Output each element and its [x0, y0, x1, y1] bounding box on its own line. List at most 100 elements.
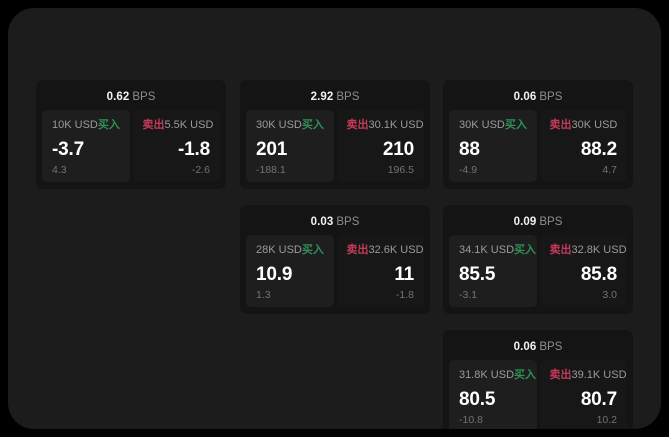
sell-side-tag: 卖出 [346, 243, 369, 256]
sell-price: 11 [394, 264, 414, 285]
sell-panel[interactable]: 卖出 30K USD 88.2 4.7 [539, 110, 627, 182]
buy-delta: 1.3 [256, 288, 271, 301]
card-header: 0.03 BPS [246, 211, 424, 235]
sell-panel-top: 卖出 32.8K USD [549, 243, 627, 256]
card-header: 2.92 BPS [246, 86, 424, 110]
buy-delta: -4.9 [459, 163, 478, 176]
sell-panel[interactable]: 卖出 32.6K USD 11 -1.8 [336, 235, 424, 307]
sell-price: 88.2 [580, 139, 617, 160]
bps-unit-label: BPS [132, 91, 156, 103]
card-panels: 10K USD 买入 -3.7 4.3 卖出 5.5K USD -1.8 -2.6 [42, 110, 220, 182]
card-header: 0.62 BPS [42, 86, 220, 110]
buy-size-label: 28K USD [256, 243, 302, 256]
buy-delta: -3.1 [459, 288, 478, 301]
bps-unit-label: BPS [336, 216, 360, 228]
sell-side-tag: 卖出 [549, 243, 572, 256]
sell-size-label: 39.1K USD [571, 368, 627, 381]
sell-delta: -1.8 [395, 288, 414, 301]
sell-size-label: 5.5K USD [164, 118, 214, 131]
quote-card[interactable]: 0.09 BPS 34.1K USD 买入 85.5 -3.1 卖出 32.8K USD 85.… [443, 205, 633, 314]
buy-panel-top: 31.8K USD 买入 [459, 368, 536, 381]
buy-panel[interactable]: 34.1K USD 买入 85.5 -3.1 [449, 235, 537, 307]
card-panels: 30K USD 买入 201 -188.1 卖出 30.1K USD 210 196.5 [246, 110, 424, 182]
sell-side-tag: 卖出 [549, 118, 572, 131]
sell-panel[interactable]: 卖出 39.1K USD 80.7 10.2 [539, 360, 627, 429]
quote-board: 0.62 BPS 10K USD 买入 -3.7 4.3 卖出 5.5K USD -1.8 -2.… [8, 8, 661, 429]
buy-delta: -188.1 [256, 163, 286, 176]
card-header: 0.06 BPS [449, 336, 627, 360]
card-panels: 28K USD 买入 10.9 1.3 卖出 32.6K USD 11 -1.8 [246, 235, 424, 307]
sell-delta: 196.5 [387, 163, 414, 176]
bps-value: 0.06 [513, 341, 537, 353]
sell-delta: 3.0 [602, 288, 617, 301]
buy-panel-top: 10K USD 买入 [52, 119, 120, 131]
buy-size-label: 30K USD [256, 118, 302, 131]
bps-value: 0.06 [513, 91, 537, 103]
card-panels: 30K USD 买入 88 -4.9 卖出 30K USD 88.2 4.7 [449, 110, 627, 182]
sell-panel-top: 卖出 5.5K USD [142, 118, 214, 131]
card-panels: 34.1K USD 买入 85.5 -3.1 卖出 32.8K USD 85.8 3.0 [449, 235, 627, 307]
buy-side-tag: 买入 [514, 243, 537, 256]
buy-side-tag: 买入 [504, 118, 527, 131]
buy-side-tag: 买入 [301, 243, 324, 256]
buy-panel[interactable]: 28K USD 买入 10.9 1.3 [246, 235, 334, 307]
buy-panel-top: 34.1K USD 买入 [459, 243, 536, 256]
quote-column: 0.06 BPS 30K USD 买入 88 -4.9 卖出 30K USD 88.2 4.7 0.… [443, 80, 633, 429]
sell-price: 85.8 [580, 264, 617, 285]
buy-panel-top: 28K USD 买入 [256, 244, 324, 256]
bps-value: 0.03 [310, 216, 334, 228]
sell-side-tag: 卖出 [346, 118, 369, 131]
buy-price: 85.5 [459, 264, 496, 285]
sell-price: 80.7 [580, 389, 617, 410]
sell-side-tag: 卖出 [142, 118, 165, 131]
sell-delta: 10.2 [596, 413, 617, 426]
bps-value: 0.62 [106, 91, 130, 103]
buy-price: 80.5 [459, 389, 496, 410]
bps-value: 0.09 [513, 216, 537, 228]
buy-price: 201 [256, 139, 288, 160]
buy-side-tag: 买入 [514, 368, 537, 381]
sell-size-label: 30K USD [571, 118, 618, 131]
card-panels: 31.8K USD 买入 80.5 -10.8 卖出 39.1K USD 80.7 10.2 [449, 360, 627, 429]
quote-card[interactable]: 2.92 BPS 30K USD 买入 201 -188.1 卖出 30.1K USD 210 1… [240, 80, 430, 189]
sell-price: 210 [382, 139, 414, 160]
sell-panel[interactable]: 卖出 5.5K USD -1.8 -2.6 [132, 110, 220, 182]
quote-card[interactable]: 0.62 BPS 10K USD 买入 -3.7 4.3 卖出 5.5K USD -1.8 -2.… [36, 80, 226, 189]
sell-price: -1.8 [178, 139, 210, 160]
buy-panel-top: 30K USD 买入 [256, 119, 324, 131]
sell-panel[interactable]: 卖出 30.1K USD 210 196.5 [336, 110, 424, 182]
bps-value: 2.92 [310, 91, 334, 103]
buy-panel[interactable]: 10K USD 买入 -3.7 4.3 [42, 110, 130, 182]
bps-unit-label: BPS [336, 91, 360, 103]
quote-card[interactable]: 0.06 BPS 31.8K USD 买入 80.5 -10.8 卖出 39.1K USD 80… [443, 330, 633, 429]
quote-card[interactable]: 0.03 BPS 28K USD 买入 10.9 1.3 卖出 32.6K USD 11 -1.8 [240, 205, 430, 314]
card-header: 0.09 BPS [449, 211, 627, 235]
buy-size-label: 34.1K USD [459, 243, 515, 256]
buy-panel[interactable]: 31.8K USD 买入 80.5 -10.8 [449, 360, 537, 429]
bps-unit-label: BPS [539, 91, 563, 103]
sell-panel-top: 卖出 30.1K USD [346, 118, 424, 131]
buy-price: 88 [459, 139, 480, 160]
buy-panel[interactable]: 30K USD 买入 88 -4.9 [449, 110, 537, 182]
quote-column: 2.92 BPS 30K USD 买入 201 -188.1 卖出 30.1K USD 210 1… [240, 80, 430, 330]
buy-price: -3.7 [52, 139, 84, 160]
quote-card[interactable]: 0.06 BPS 30K USD 买入 88 -4.9 卖出 30K USD 88.2 4.7 [443, 80, 633, 189]
buy-side-tag: 买入 [97, 118, 120, 131]
bps-unit-label: BPS [539, 341, 563, 353]
buy-size-label: 31.8K USD [459, 368, 515, 381]
sell-panel[interactable]: 卖出 32.8K USD 85.8 3.0 [539, 235, 627, 307]
sell-panel-top: 卖出 32.6K USD [346, 243, 424, 256]
quote-column: 0.62 BPS 10K USD 买入 -3.7 4.3 卖出 5.5K USD -1.8 -2.… [36, 80, 226, 205]
card-header: 0.06 BPS [449, 86, 627, 110]
buy-panel[interactable]: 30K USD 买入 201 -188.1 [246, 110, 334, 182]
sell-panel-top: 卖出 39.1K USD [550, 369, 627, 381]
sell-delta: -2.6 [191, 163, 210, 176]
buy-side-tag: 买入 [301, 118, 324, 131]
sell-delta: 4.7 [602, 163, 617, 176]
buy-delta: -10.8 [459, 413, 483, 426]
sell-panel-top: 卖出 30K USD [550, 119, 618, 131]
sell-size-label: 32.6K USD [368, 243, 424, 256]
app-surface: 0.62 BPS 10K USD 买入 -3.7 4.3 卖出 5.5K USD -1.8 -2.… [8, 8, 661, 429]
sell-size-label: 32.8K USD [571, 243, 627, 256]
buy-price: 10.9 [256, 264, 293, 285]
